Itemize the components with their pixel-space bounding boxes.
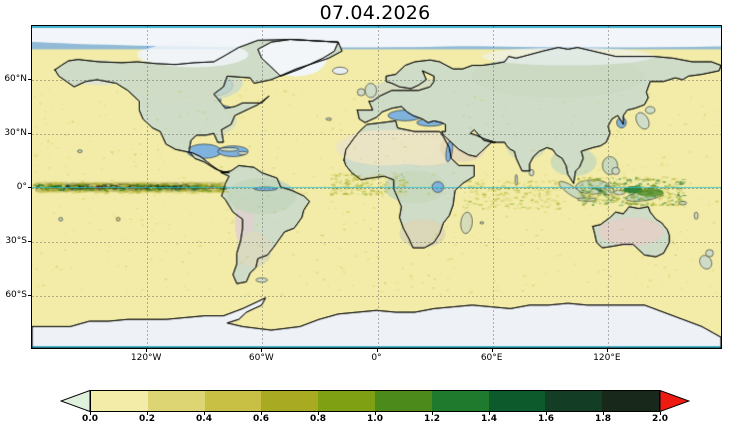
x-tick-label: 0° [371,353,382,363]
y-tick-label: 0° [16,182,27,192]
y-tick-mark [28,295,31,296]
colorbar-tick-mark [432,412,433,415]
colorbar-tick-mark [603,412,604,415]
y-tick-label: 60°S [5,290,27,300]
colorbar-band [488,391,546,411]
y-tick-mark [28,79,31,80]
colorbar-tick-mark [147,412,148,415]
x-tick-label: 120°W [130,353,162,363]
colorbar-tick-mark [90,412,91,415]
x-tick-mark [491,349,493,352]
colorbar[interactable]: 0.0 0.2 0.4 0.6 0.8 1.0 1.2 1.4 1.6 1.8 2.0 [60,390,690,424]
colorbar-tick-label: 1.6 [538,414,554,424]
x-tick-label: 120°E [593,353,621,363]
map-axes[interactable] [31,25,722,349]
colorbar-tick-label: 2.0 [652,414,668,424]
colorbar-tick-label: 1.0 [367,414,383,424]
colorbar-band [91,391,148,411]
colorbar-band [318,391,375,411]
colorbar-tick-label: 0.8 [310,414,326,424]
colorbar-tick-label: 0.2 [139,414,155,424]
y-tick-label: 60°N [4,74,27,84]
colorbar-over-arrow [660,390,690,412]
colorbar-tick-mark [204,412,205,415]
x-tick-label: 60°W [248,353,274,363]
colorbar-tick-label: 0.4 [196,414,212,424]
colorbar-band [602,391,659,411]
x-tick-label: 60°E [480,353,503,363]
colorbar-under-arrow [60,390,90,412]
colorbar-tick-mark [660,412,661,415]
colorbar-tick-mark [375,412,376,415]
colorbar-band [204,391,262,411]
y-tick-label: 30°S [5,236,27,246]
y-tick-label: 30°N [4,128,27,138]
x-tick-mark [376,349,378,352]
colorbar-band [261,391,319,411]
colorbar-tick-mark [546,412,547,415]
x-tick-mark [261,349,263,352]
y-tick-mark [28,187,31,188]
colorbar-band [545,391,603,411]
colorbar-tick-mark [261,412,262,415]
colorbar-tick-label: 0.6 [253,414,269,424]
y-tick-mark [28,133,31,134]
colorbar-tick-mark [318,412,319,415]
colorbar-bands [90,390,660,412]
colorbar-tick-label: 1.2 [424,414,440,424]
colorbar-tick-label: 1.4 [481,414,497,424]
world-map-image [32,26,721,348]
colorbar-tick-label: 1.8 [595,414,611,424]
colorbar-tick-mark [489,412,490,415]
y-tick-mark [28,241,31,242]
page-title: 07.04.2026 [319,2,431,24]
x-tick-mark [606,349,608,352]
x-tick-mark [146,349,148,352]
colorbar-tick-label: 0.0 [82,414,98,424]
colorbar-band [147,391,205,411]
colorbar-band [374,391,432,411]
colorbar-band [431,391,489,411]
